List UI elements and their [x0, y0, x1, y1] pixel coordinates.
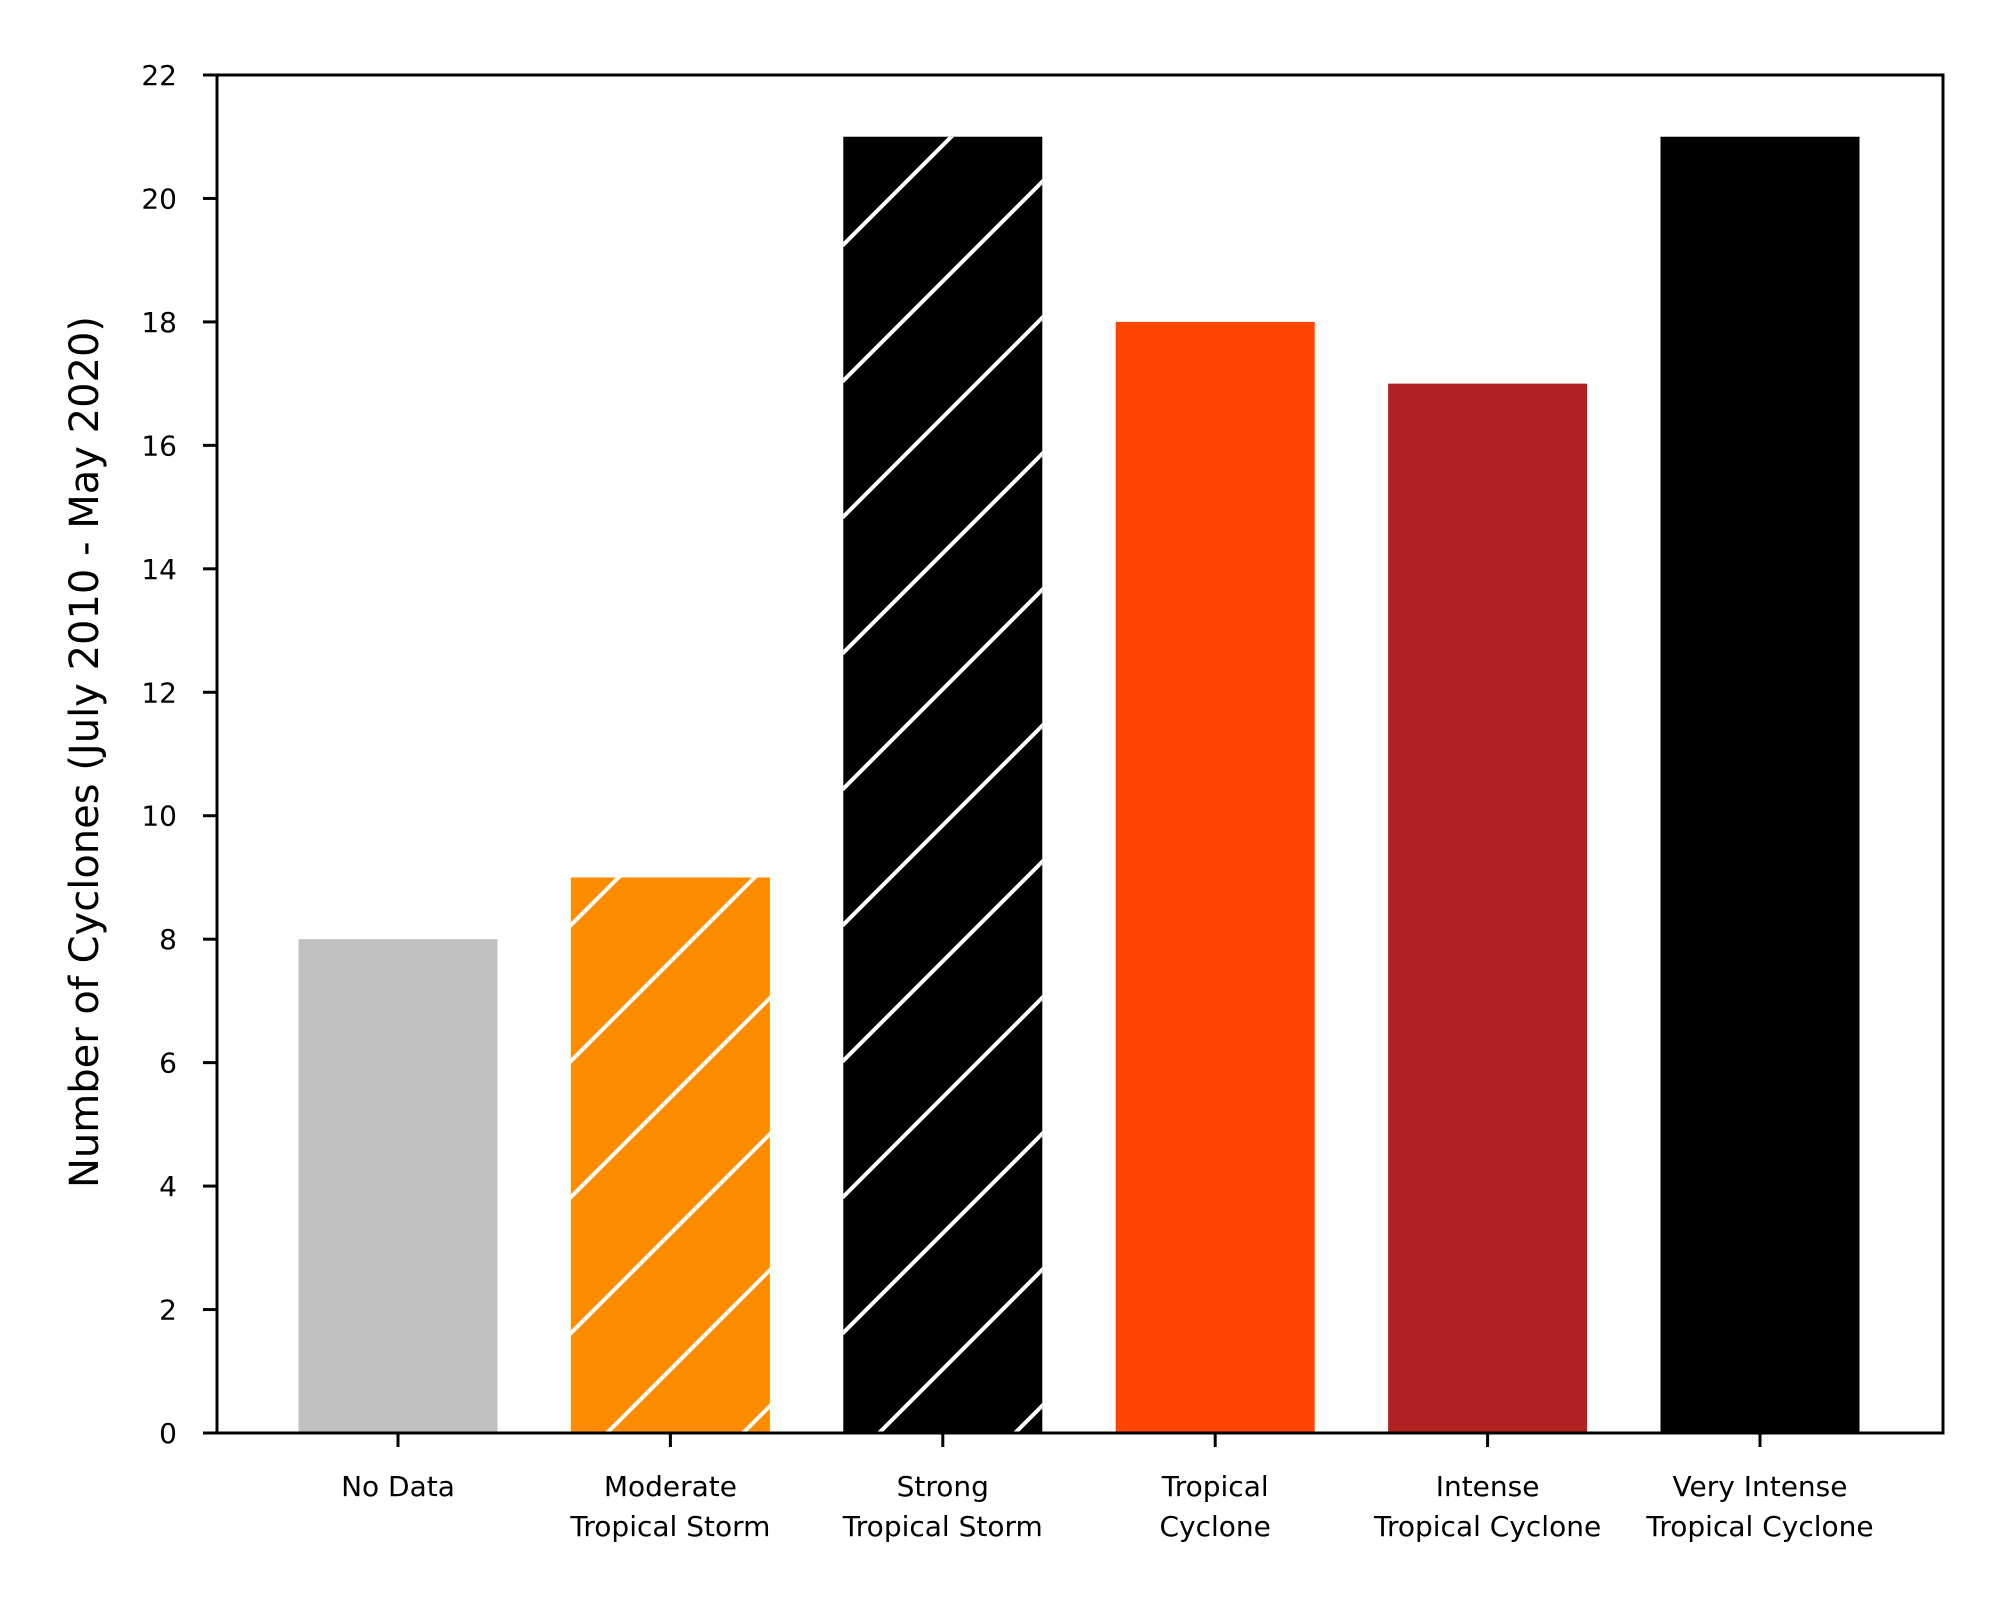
x-tick-label: Tropical Cyclone: [1159, 1470, 1270, 1543]
bar-1: [298, 939, 498, 1433]
y-tick-label: 16: [141, 429, 177, 462]
bar-hatch-3: [843, 136, 1043, 1433]
y-tick-label: 8: [159, 923, 177, 956]
x-tick-label-line: Tropical Cyclone: [1373, 1510, 1601, 1543]
x-tick-label-line: Very Intense: [1673, 1470, 1848, 1503]
y-tick-label: 2: [159, 1294, 177, 1327]
x-tick-label-line: No Data: [341, 1470, 455, 1503]
bar-4: [1115, 321, 1315, 1434]
y-axis-label: Number of Cyclones (July 2010 - May 2020…: [62, 316, 108, 1188]
bar-6: [1660, 136, 1860, 1433]
x-tick-label-line: Tropical Storm: [842, 1510, 1043, 1543]
x-tick-label: Moderate Tropical Storm: [569, 1470, 770, 1543]
plot-frame: [215, 73, 1945, 1435]
x-tick-label: Intense Tropical Cyclone: [1373, 1470, 1601, 1543]
x-tick-label-line: Moderate: [604, 1470, 737, 1503]
bar-hatch-2: [570, 877, 770, 1433]
y-tick-label: 0: [159, 1417, 177, 1450]
x-tick-label-line: Tropical Storm: [569, 1510, 770, 1543]
y-tick-label: 4: [159, 1170, 177, 1203]
x-tick-label-line: Cyclone: [1159, 1510, 1270, 1543]
x-tick-label: Very Intense Tropical Cyclone: [1645, 1470, 1873, 1543]
x-tick-label-line: Tropical Cyclone: [1645, 1510, 1873, 1543]
y-tick-label: 12: [141, 676, 177, 709]
y-tick-label: 10: [141, 800, 177, 833]
y-tick-label: 6: [159, 1047, 177, 1080]
axes-layer: 0 2 4 6 8 10 12 14 16 18 20 22 No Data Moderate Tropic…: [141, 59, 1945, 1543]
y-tick-label: 18: [141, 306, 177, 339]
x-tick-label-line: Strong: [897, 1470, 989, 1503]
bar-5: [1388, 383, 1588, 1433]
x-tick-label: No Data: [341, 1470, 455, 1503]
y-tick-label: 14: [141, 553, 177, 586]
bars-layer: [298, 136, 1860, 1434]
x-tick-label-line: Intense: [1436, 1470, 1540, 1503]
x-tick-label-line: Tropical: [1161, 1470, 1269, 1503]
x-tick-label: Strong Tropical Storm: [842, 1470, 1043, 1543]
y-tick-label: 22: [141, 59, 177, 92]
y-tick-label: 20: [141, 182, 177, 215]
